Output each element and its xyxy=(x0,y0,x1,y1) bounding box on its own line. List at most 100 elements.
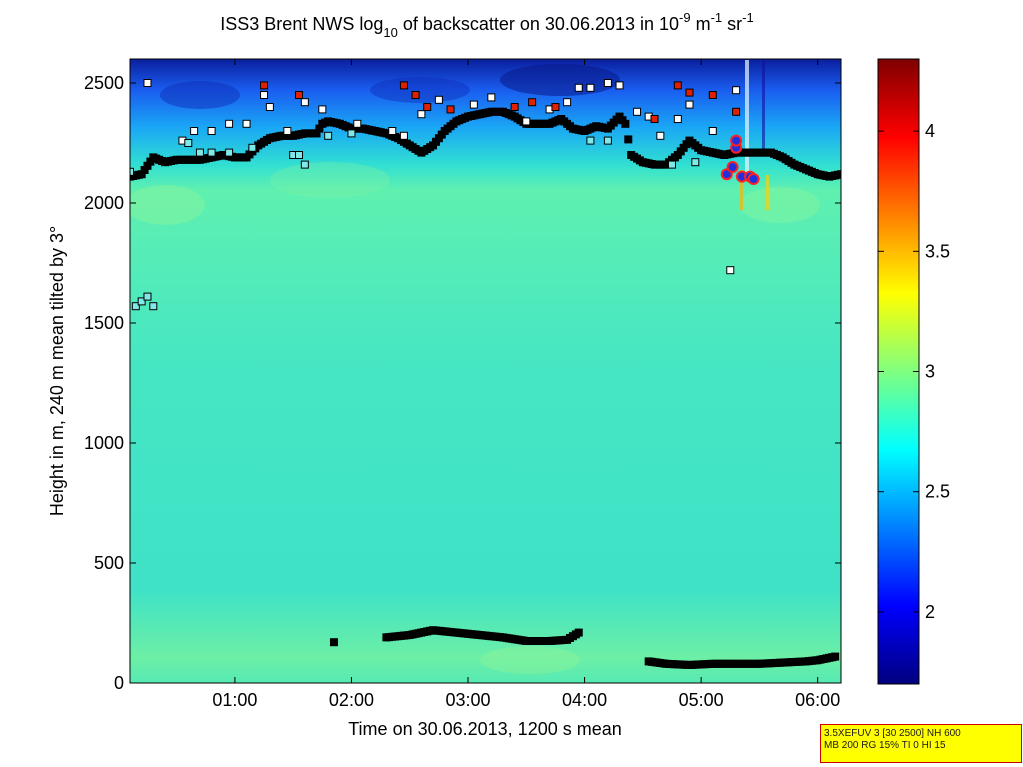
red-marker xyxy=(673,81,682,90)
cyan-marker xyxy=(324,131,333,140)
x-tick-label: 04:00 xyxy=(562,690,607,710)
white-marker xyxy=(260,91,269,99)
settings-line-2: MB 200 RG 15% TI 0 HI 15 xyxy=(824,740,946,751)
white-marker xyxy=(487,93,496,102)
y-tick-label: 2500 xyxy=(84,73,124,93)
white-marker xyxy=(469,100,478,109)
white-marker xyxy=(265,103,274,111)
heatmap-patch xyxy=(160,81,240,109)
y-tick-label: 1000 xyxy=(84,433,124,453)
colorbar-tick-label: 2.5 xyxy=(925,482,950,502)
blue-marker xyxy=(747,173,760,185)
white-marker xyxy=(522,117,531,126)
cyan-marker xyxy=(207,148,216,157)
white-marker xyxy=(399,131,408,140)
white-marker xyxy=(603,79,612,87)
cyan-marker xyxy=(131,302,140,311)
white-marker xyxy=(121,372,128,379)
cyan-marker xyxy=(347,129,356,138)
blue-marker xyxy=(730,134,743,147)
red-marker xyxy=(399,81,408,90)
colorbar-tick-label: 2 xyxy=(925,602,935,622)
white-marker xyxy=(242,119,251,128)
red-marker xyxy=(423,103,432,111)
red-marker xyxy=(732,107,741,116)
blue-marker xyxy=(726,161,739,173)
red-marker xyxy=(411,91,420,99)
heatmap-streak xyxy=(766,175,769,210)
white-marker xyxy=(207,127,216,135)
upper-layer-marker-fill xyxy=(834,170,841,179)
white-marker xyxy=(586,83,595,92)
red-marker xyxy=(685,88,694,97)
x-tick-label: 06:00 xyxy=(795,690,840,710)
white-marker xyxy=(732,86,741,95)
upper-layer-marker-fill xyxy=(618,116,627,125)
heatmap-patch xyxy=(370,77,470,103)
white-marker xyxy=(615,81,624,90)
red-marker xyxy=(551,103,560,111)
cyan-marker xyxy=(225,148,234,157)
y-tick-label: 1500 xyxy=(84,313,124,333)
colorbar-tick-label: 3.5 xyxy=(925,241,950,261)
settings-info-box: 3.5XEFUV 3 [30 2500] NH 600 MB 200 RG 15… xyxy=(820,724,1022,763)
white-marker xyxy=(318,105,327,114)
red-marker xyxy=(510,103,519,111)
settings-line-1: 3.5XEFUV 3 [30 2500] NH 600 xyxy=(824,728,961,739)
heatmap-patch xyxy=(130,185,205,225)
cyan-marker xyxy=(137,297,146,306)
cyan-marker xyxy=(143,292,152,301)
white-marker xyxy=(283,127,292,135)
cyan-marker xyxy=(184,139,193,147)
y-tick-label: 500 xyxy=(94,553,124,573)
red-marker xyxy=(528,98,537,107)
red-marker xyxy=(650,115,659,123)
white-marker xyxy=(388,127,397,135)
white-marker xyxy=(353,119,362,128)
white-marker xyxy=(656,131,665,140)
y-tick-label: 2000 xyxy=(84,193,124,213)
cyan-marker xyxy=(295,151,304,159)
cyan-marker xyxy=(149,302,158,311)
white-marker xyxy=(685,100,694,109)
red-marker xyxy=(708,91,717,99)
cyan-marker xyxy=(195,148,204,157)
colorbar-tick-label: 3 xyxy=(925,362,935,382)
white-marker xyxy=(633,107,642,116)
upper-layer-marker-fill xyxy=(315,124,324,133)
plot-frame xyxy=(129,58,842,684)
cyan-marker xyxy=(130,167,134,176)
white-marker xyxy=(563,98,572,107)
cyan-marker xyxy=(248,143,257,152)
heatmap-patch xyxy=(740,187,820,223)
x-tick-label: 03:00 xyxy=(445,690,490,710)
upper-layer-marker-fill xyxy=(134,170,143,179)
heatmap-streak xyxy=(740,170,743,210)
x-tick-label: 05:00 xyxy=(679,690,724,710)
white-marker xyxy=(300,98,309,107)
red-marker xyxy=(295,91,304,99)
white-marker xyxy=(190,127,199,135)
white-marker xyxy=(417,110,426,119)
x-tick-label: 02:00 xyxy=(329,690,374,710)
lower-layer-marker-fill xyxy=(571,630,580,639)
red-marker xyxy=(260,81,269,90)
white-marker xyxy=(434,95,443,104)
red-marker xyxy=(446,105,455,114)
x-axis-label: Time on 30.06.2013, 1200 s mean xyxy=(348,719,622,739)
heatmap-streak xyxy=(745,60,749,180)
x-tick-label: 01:00 xyxy=(212,690,257,710)
cyan-marker xyxy=(300,160,309,169)
colorbar xyxy=(877,58,920,685)
upper-layer-marker-fill xyxy=(309,129,318,138)
heatmap-patch xyxy=(270,162,390,198)
heatmap-streak xyxy=(762,60,765,150)
lower-layer-marker xyxy=(329,638,338,647)
cyan-marker xyxy=(667,160,676,169)
y-axis-label: Height in m, 240 m mean tilted by 3° xyxy=(47,226,67,516)
white-marker xyxy=(708,127,717,135)
white-marker xyxy=(673,115,682,123)
upper-layer-marker-fill xyxy=(624,135,633,144)
heatmap-field xyxy=(130,59,841,683)
